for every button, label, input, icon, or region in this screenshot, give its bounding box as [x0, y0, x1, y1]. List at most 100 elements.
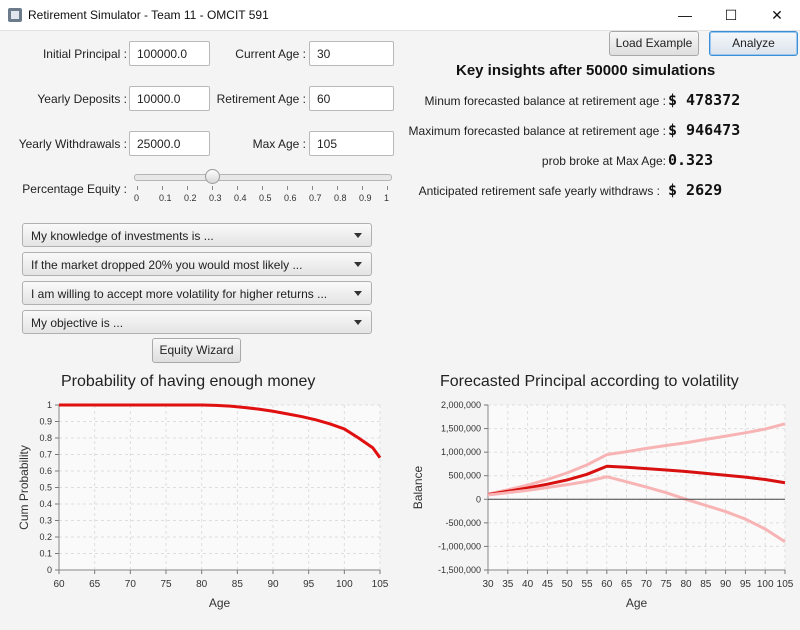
equity-tick-mark [237, 186, 238, 190]
yearly-deposits-input[interactable] [129, 86, 210, 111]
x-tick-label: 55 [581, 579, 593, 590]
x-tick-label: 90 [720, 579, 732, 590]
principal-chart-title: Forecasted Principal according to volati… [440, 373, 739, 390]
safe-withdraw-value: $ 2629 [668, 181, 723, 199]
y-tick-label: 0.5 [39, 483, 52, 493]
yearly-withdrawals-input[interactable] [129, 131, 210, 156]
equity-tick-label: 0.6 [284, 193, 297, 203]
equity-tick-mark [312, 186, 313, 190]
plot-background [59, 405, 380, 570]
y-tick-label: 1,500,000 [441, 424, 481, 434]
chevron-down-icon [354, 262, 362, 267]
initial-principal-label: Initial Principal : [42, 47, 127, 61]
market-drop-select[interactable]: If the market dropped 20% you would most… [22, 252, 372, 276]
equity-slider-thumb[interactable] [205, 169, 220, 184]
y-axis-label: Balance [411, 465, 425, 509]
volatility-text: I am willing to accept more volatility f… [31, 287, 328, 301]
equity-tick-mark [262, 186, 263, 190]
series-line [59, 403, 382, 459]
y-tick-label: 0.4 [39, 499, 52, 509]
y-tick-label: 0.1 [39, 549, 52, 559]
probability-chart: 60 65 70 75 80 85 90 95 100 105 0 0.1 0.2 0.3 0.4 0.5 0.… [17, 400, 389, 610]
initial-principal-input[interactable] [129, 41, 210, 66]
y-tick-label: 0 [47, 565, 52, 575]
equity-tick-mark [362, 186, 363, 190]
min-balance-value: $ 478372 [668, 91, 741, 109]
y-axis-label: Cum Probability [17, 445, 31, 530]
current-age-label: Current Age : [235, 47, 306, 61]
max-age-label: Max Age : [252, 137, 306, 151]
y-tick-label: 0.8 [39, 433, 52, 443]
y-tick-label: 0.2 [39, 532, 52, 542]
equity-tick-label: 0.2 [184, 193, 197, 203]
x-tick-label: 65 [621, 579, 633, 590]
x-tick-label: 65 [89, 579, 101, 590]
chevron-down-icon [354, 320, 362, 325]
y-tick-label: 0.6 [39, 466, 52, 476]
volatility-select[interactable]: I am willing to accept more volatility f… [22, 281, 372, 305]
equity-tick-mark [162, 186, 163, 190]
equity-tick-label: 0.1 [159, 193, 172, 203]
maximize-button[interactable]: ☐ [724, 7, 738, 23]
y-tick-label: -1,000,000 [438, 541, 481, 551]
x-tick-label: 70 [641, 579, 653, 590]
equity-tick-mark [287, 186, 288, 190]
x-tick-label: 35 [502, 579, 514, 590]
equity-tick-label: 1 [384, 193, 390, 203]
equity-tick-mark [187, 186, 188, 190]
y-tick-label: 0 [476, 494, 481, 504]
x-tick-label: 60 [601, 579, 613, 590]
insights-heading: Key insights after 50000 simulations [456, 62, 716, 79]
x-tick-label: 105 [777, 579, 794, 590]
equity-tick-label: 0.4 [234, 193, 247, 203]
minimize-button[interactable]: — [678, 7, 692, 23]
x-tick-label: 95 [303, 579, 315, 590]
prob-broke-value: 0.323 [668, 151, 714, 169]
equity-tick-label: 0 [134, 193, 140, 203]
equity-tick-label: 0.5 [259, 193, 272, 203]
objective-select[interactable]: My objective is ... [22, 310, 372, 334]
retirement-age-input[interactable] [309, 86, 394, 111]
x-axis-label: Age [626, 596, 648, 610]
equity-tick-label: 0.8 [334, 193, 347, 203]
y-tick-label: 0.3 [39, 516, 52, 526]
y-tick-label: 2,000,000 [441, 400, 481, 410]
analyze-button[interactable]: Analyze [709, 31, 798, 56]
objective-text: My objective is ... [31, 316, 124, 330]
equity-wizard-button[interactable]: Equity Wizard [152, 338, 241, 363]
y-tick-label: 1 [47, 400, 52, 410]
y-tick-label: -1,500,000 [438, 565, 481, 575]
investment-knowledge-text: My knowledge of investments is ... [31, 229, 214, 243]
x-tick-label: 40 [522, 579, 534, 590]
y-tick-label: 1,000,000 [441, 447, 481, 457]
title-bar: Retirement Simulator - Team 11 - OMCIT 5… [0, 0, 800, 31]
x-tick-label: 50 [562, 579, 574, 590]
close-button[interactable]: ✕ [771, 7, 783, 23]
max-age-input[interactable] [309, 131, 394, 156]
equity-tick-mark [212, 186, 213, 190]
series-line [487, 475, 786, 543]
prob-broke-label: prob broke at Max Age: [541, 154, 666, 168]
current-age-input[interactable] [309, 41, 394, 66]
x-tick-label: 80 [196, 579, 208, 590]
x-tick-label: 100 [757, 579, 774, 590]
x-tick-label: 75 [661, 579, 673, 590]
x-tick-label: 75 [160, 579, 172, 590]
min-balance-label: Minum forecasted balance at retirement a… [424, 94, 666, 108]
market-drop-text: If the market dropped 20% you would most… [31, 258, 303, 272]
series-line [487, 422, 786, 496]
equity-tick-mark [137, 186, 138, 190]
x-tick-label: 80 [680, 579, 692, 590]
investment-knowledge-select[interactable]: My knowledge of investments is ... [22, 223, 372, 247]
load-example-button[interactable]: Load Example [609, 31, 699, 56]
yearly-withdrawals-label: Yearly Withdrawals : [18, 137, 127, 151]
principal-chart: 30 35 40 45 50 55 60 65 70 75 80 85 90 95 100 105 -1,500… [411, 400, 794, 610]
app-icon [8, 8, 22, 22]
x-axis-label: Age [209, 596, 231, 610]
max-balance-label: Maximum forecasted balance at retirement… [408, 124, 666, 138]
yearly-deposits-label: Yearly Deposits : [37, 92, 127, 106]
equity-slider-track[interactable] [134, 174, 392, 181]
equity-tick-mark [387, 186, 388, 190]
max-balance-value: $ 946473 [668, 121, 741, 139]
x-tick-label: 70 [125, 579, 137, 590]
